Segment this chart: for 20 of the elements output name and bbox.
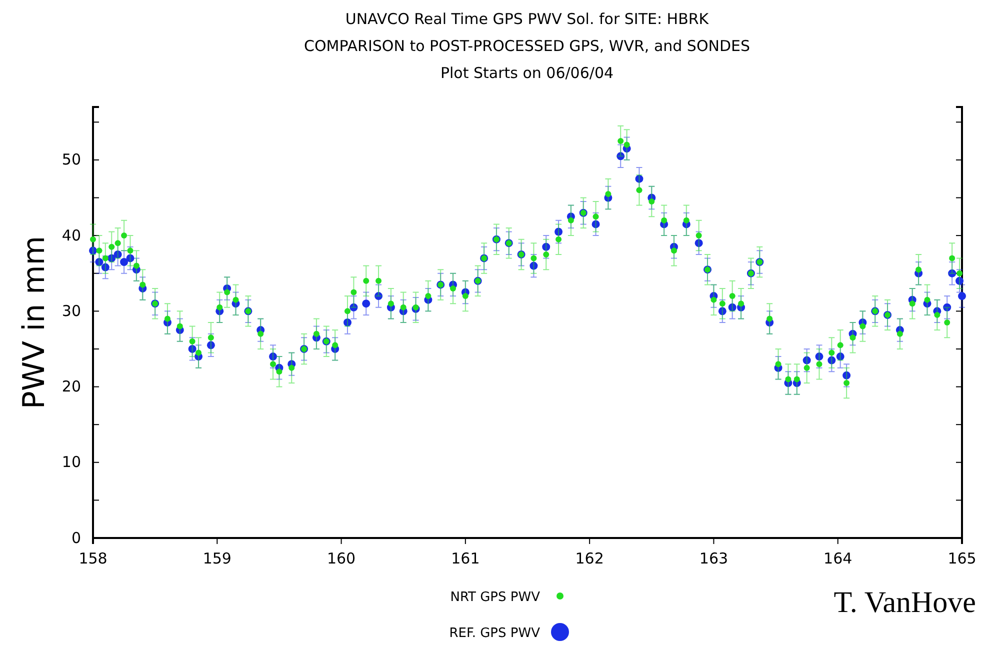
x-tick-label: 159 (202, 550, 232, 568)
y-tick-label: 30 (62, 302, 81, 320)
legend-label: NRT GPS PWV (450, 590, 540, 605)
chart-subtitle: COMPARISON to POST-PROCESSED GPS, WVR, and SONDES Plot Starts on 06/06/04 (304, 37, 750, 82)
chart-title: UNAVCO Real Time GPS PWV Sol. for SITE: HBRK (345, 10, 710, 28)
x-tick-label: 165 (948, 550, 976, 568)
x-tick-label: 161 (451, 550, 480, 568)
y-tick-label: 10 (62, 453, 81, 472)
text: T. VanHove (834, 586, 976, 619)
x-tick-label: 164 (824, 550, 852, 568)
legend-label: REF. GPS PWV (449, 626, 540, 641)
x-tick-label: 163 (699, 550, 728, 568)
x-tick-label: 158 (78, 550, 108, 568)
y-axis-title: PWV in mm (17, 236, 52, 410)
y-tick-label: 50 (62, 150, 81, 169)
y-tick-label: 20 (62, 378, 81, 396)
x-tick-label: 162 (575, 550, 604, 568)
y-tick-label: 0 (71, 528, 81, 547)
x-tick-label: 160 (326, 550, 356, 568)
y-tick-label: 40 (62, 226, 81, 244)
